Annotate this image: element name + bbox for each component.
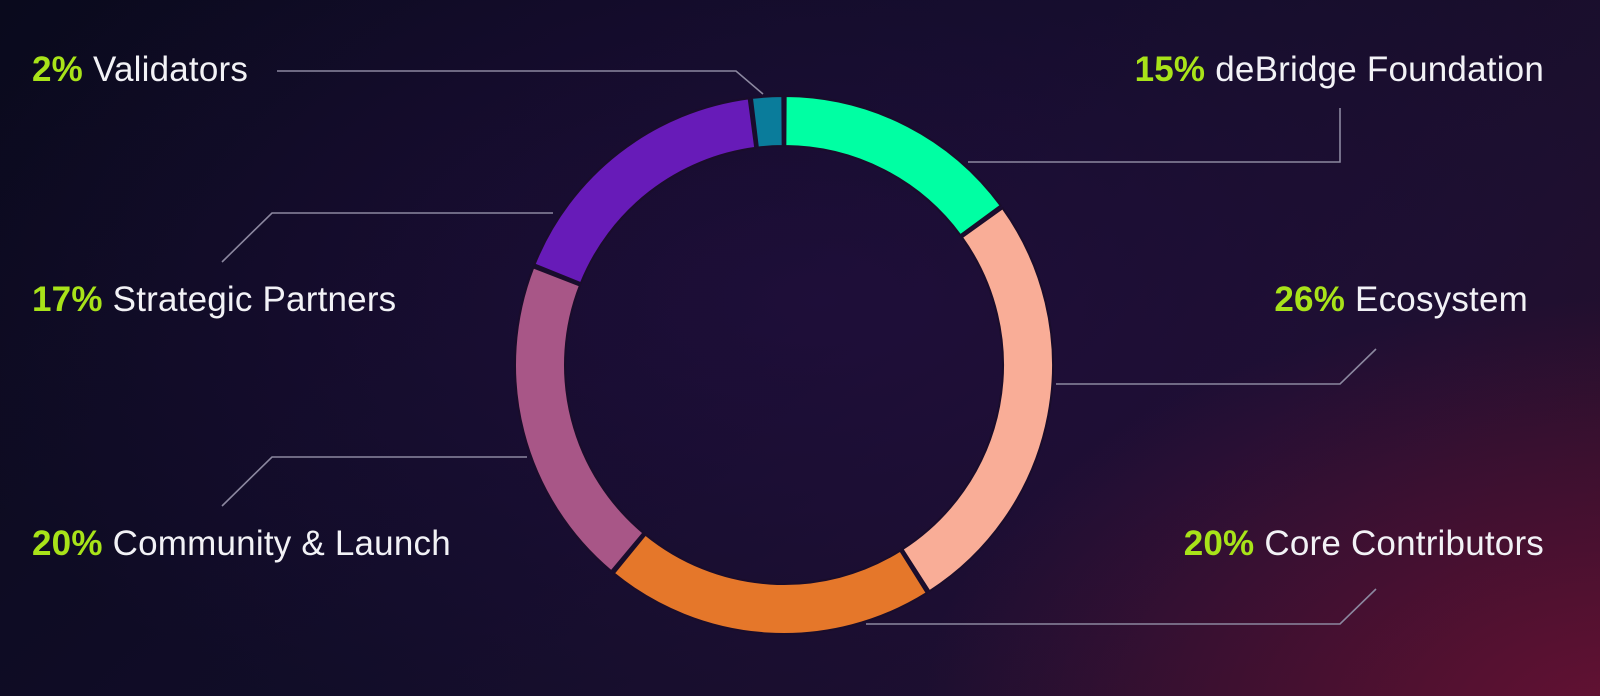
donut-slice-core-contributors xyxy=(612,533,929,635)
leader-lines xyxy=(221,70,1377,625)
slice-label-community-launch: 20% Community & Launch xyxy=(32,524,451,564)
slice-name: Core Contributors xyxy=(1264,524,1544,563)
slice-name: Ecosystem xyxy=(1355,280,1528,319)
donut-slice-community-launch xyxy=(514,266,645,573)
slice-percent: 2% xyxy=(32,50,83,89)
leader-line-strategic-partners xyxy=(221,212,553,263)
slice-label-validators: 2% Validators xyxy=(32,50,248,90)
donut-slice-strategic-partners xyxy=(533,97,757,285)
donut-slice-ecosystem xyxy=(901,206,1054,593)
leader-line-debridge-foundation xyxy=(968,108,1341,163)
slice-name: Strategic Partners xyxy=(112,280,397,319)
leader-line-community-launch xyxy=(221,456,527,507)
leader-line-ecosystem xyxy=(1056,348,1377,385)
slice-name: Community & Launch xyxy=(112,524,451,563)
slice-percent: 17% xyxy=(32,280,103,319)
slice-label-core-contributors: 20% Core Contributors xyxy=(1184,524,1544,564)
slice-name: Validators xyxy=(93,50,249,89)
slice-name: deBridge Foundation xyxy=(1215,50,1544,89)
leader-line-core-contributors xyxy=(866,588,1377,625)
slice-label-ecosystem: 26% Ecosystem xyxy=(1274,280,1528,320)
leader-line-validators xyxy=(277,70,764,95)
slice-label-debridge-foundation: 15% deBridge Foundation xyxy=(1135,50,1544,90)
slice-label-strategic-partners: 17% Strategic Partners xyxy=(32,280,396,320)
slice-percent: 26% xyxy=(1274,280,1346,319)
donut-slice-validators xyxy=(750,94,784,149)
slice-percent: 20% xyxy=(32,524,103,563)
slice-percent: 20% xyxy=(1183,524,1255,563)
donut-slice-debridge-foundation xyxy=(784,94,1003,237)
donut-slices xyxy=(514,94,1054,635)
slice-percent: 15% xyxy=(1134,50,1206,89)
